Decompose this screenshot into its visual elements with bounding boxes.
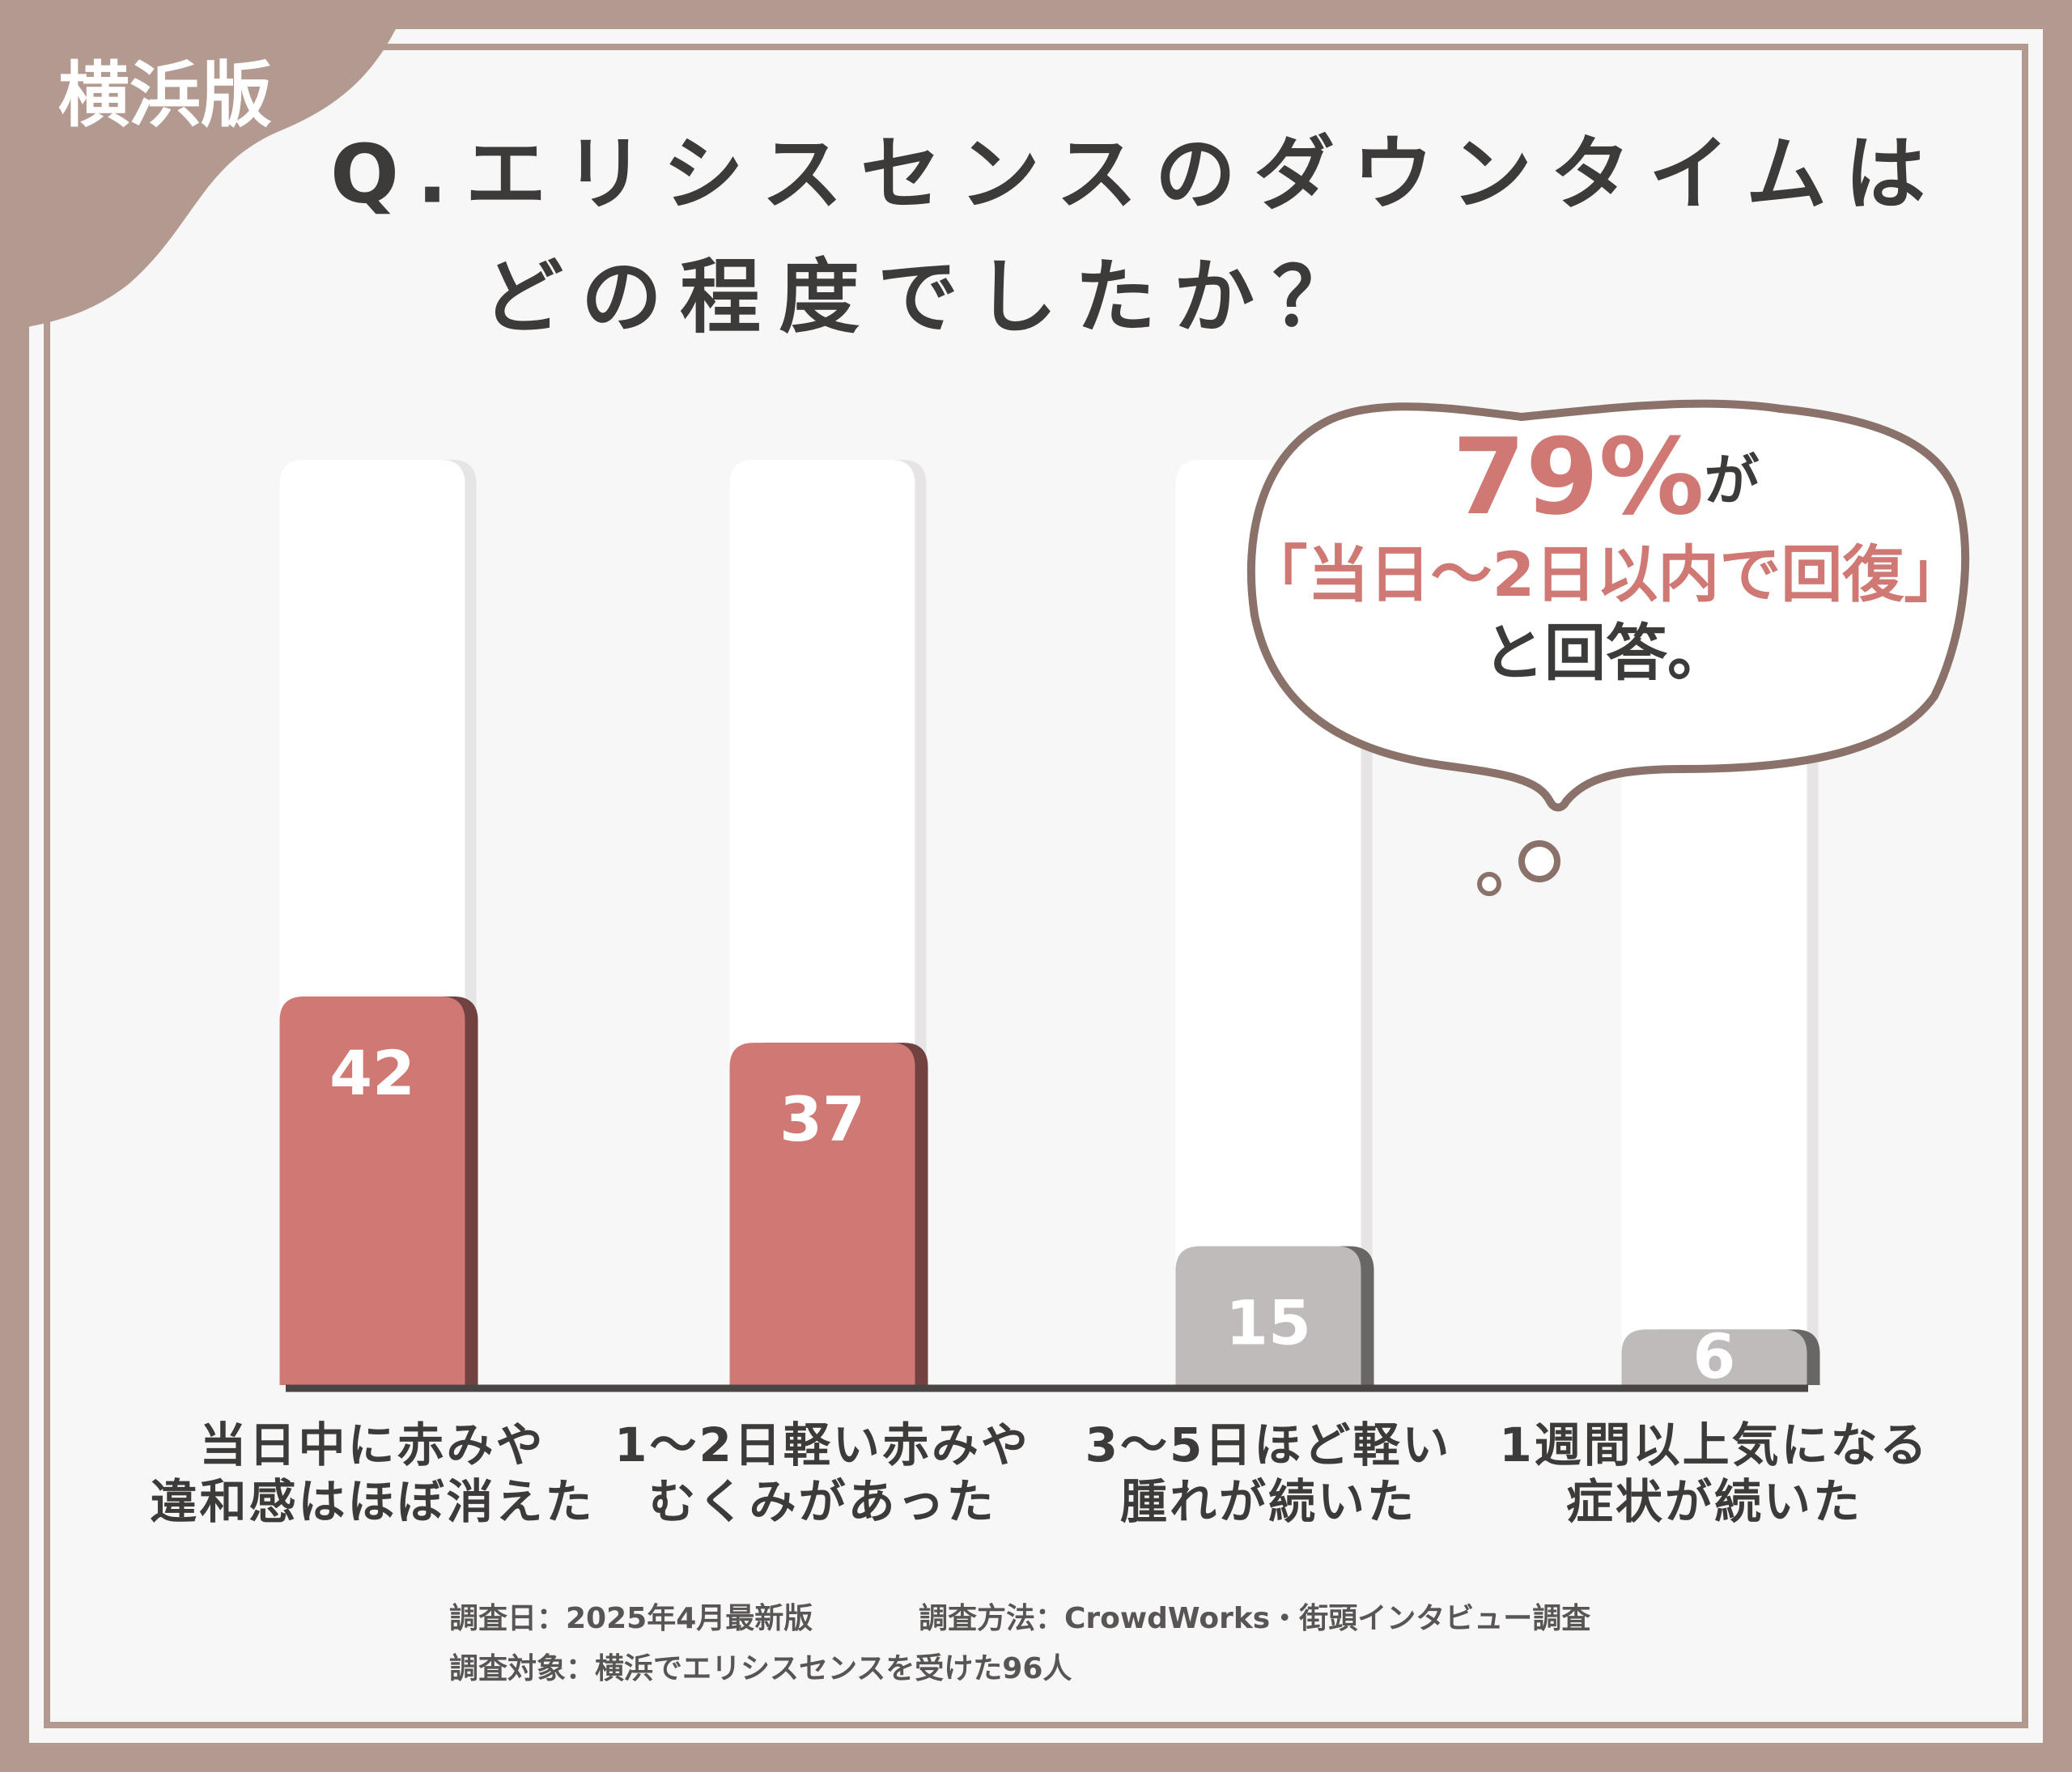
chart-title: Q.エリシスセンスのダウンタイムは [330, 126, 1943, 221]
callout-suffix: が [1705, 449, 1760, 513]
category-label: 1週間以上気になる 症状が続いた [1499, 1417, 1930, 1529]
bar [1621, 1329, 1807, 1385]
footer-method: 調査方法：CrowdWorks・街頭インタビュー調査 [919, 1602, 1590, 1635]
panel-border [44, 44, 2028, 1728]
value-label: 37 [779, 1083, 865, 1155]
footer-target: 調査対象：横浜でエリシスセンスを受けた96人 [449, 1652, 1072, 1685]
callout-dot [1518, 840, 1560, 882]
callout-bubble [1246, 399, 1969, 812]
callout-line1: 79%が [1452, 415, 1759, 538]
value-label: 42 [329, 1037, 415, 1109]
category-label: 1〜2日軽い赤みや むくみがあった [614, 1417, 1030, 1529]
bar [279, 996, 465, 1385]
callout-line3: と回答。 [1483, 617, 1729, 689]
value-label: 15 [1225, 1287, 1311, 1359]
bar [1175, 1246, 1361, 1385]
callout-dot [1477, 872, 1501, 896]
chart-subtitle: どの程度でしたか？ [482, 249, 1371, 344]
bar [729, 1043, 915, 1385]
category-label: 3〜5日ほど軽い 腫れが続いた [1085, 1417, 1452, 1529]
footer-date: 調査日：2025年4月最新版 [449, 1602, 813, 1635]
callout-line2: 「当日〜2日以内で回復」 [1246, 538, 1966, 610]
category-label: 当日中に赤みや 違和感はほぼ消えた [150, 1417, 595, 1529]
badge: 横浜版 [58, 53, 272, 137]
callout-highlight: 79% [1452, 415, 1704, 538]
value-label: 6 [1693, 1320, 1736, 1392]
badge-shape [0, 0, 409, 332]
